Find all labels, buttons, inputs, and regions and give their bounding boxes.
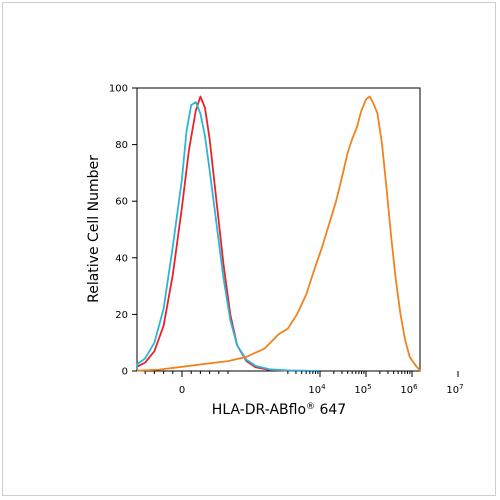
y-tick-label: 80 xyxy=(115,140,128,151)
y-tick-label: 20 xyxy=(115,310,128,321)
x-tick-label: 104 xyxy=(308,383,326,396)
x-axis-title-main: HLA-DR-ABflo xyxy=(212,402,306,418)
x-tick-base: 0 xyxy=(179,385,185,396)
y-tick-label: 0 xyxy=(122,367,128,378)
x-tick-base: 10 xyxy=(446,385,459,396)
y-tick-label: 100 xyxy=(109,84,128,95)
y-tick-label: 40 xyxy=(115,253,128,264)
y-tick-label: 60 xyxy=(115,197,128,208)
series-curves xyxy=(136,95,421,372)
image-frame xyxy=(2,2,496,496)
x-tick-base: 10 xyxy=(354,385,367,396)
series-line-1 xyxy=(136,95,321,372)
x-axis-title-suffix: 647 xyxy=(315,402,346,418)
x-tick-label: 105 xyxy=(354,383,371,396)
x-tick-label: 107 xyxy=(446,383,463,396)
x-tick-label: 106 xyxy=(400,383,418,396)
y-axis-title: Relative Cell Number xyxy=(86,155,102,303)
x-tick-base: 10 xyxy=(308,385,321,396)
x-tick-exponent: 4 xyxy=(321,383,326,391)
x-tick-exponent: 7 xyxy=(459,383,463,391)
x-tick-base: 10 xyxy=(400,385,413,396)
x-tick-label: 0 xyxy=(179,385,185,396)
x-tick-exponent: 5 xyxy=(367,383,371,391)
series-line-2 xyxy=(136,101,321,372)
series-line-3 xyxy=(136,95,421,372)
y-axis-ticks: 0 20 40 60 80 100 xyxy=(109,84,137,378)
x-tick-exponent: 6 xyxy=(413,383,418,391)
x-axis-title-sup: ® xyxy=(306,402,315,412)
x-axis-title: HLA-DR-ABflo® 647 xyxy=(212,402,346,418)
x-axis-ticks: 0 104 105 106 107 xyxy=(144,371,464,396)
